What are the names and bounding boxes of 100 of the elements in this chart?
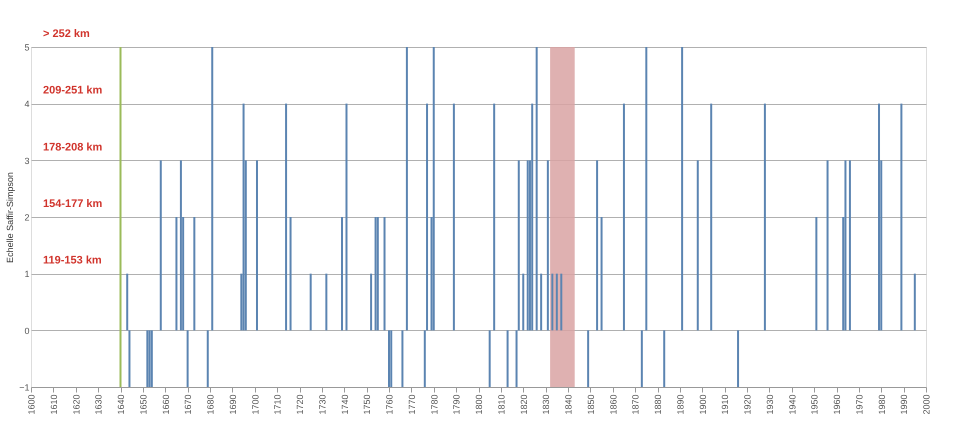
bar bbox=[764, 104, 766, 330]
x-tick-label: 1730 bbox=[317, 394, 328, 415]
bar bbox=[710, 104, 712, 330]
bar bbox=[518, 160, 520, 330]
x-tick-label: 1810 bbox=[496, 394, 506, 415]
bar bbox=[522, 274, 524, 330]
x-tick-label: 1630 bbox=[94, 394, 104, 415]
x-tick-label: 1660 bbox=[160, 394, 171, 415]
y-tick-label: 4 bbox=[24, 99, 30, 110]
bar bbox=[681, 47, 684, 330]
x-tick-label: 1930 bbox=[764, 394, 775, 415]
x-tick-label: 1880 bbox=[653, 394, 663, 415]
bar bbox=[540, 274, 542, 330]
bar bbox=[536, 47, 538, 330]
x-tick-label: 1870 bbox=[630, 394, 641, 415]
bar bbox=[826, 160, 829, 330]
bar bbox=[211, 47, 214, 330]
bar bbox=[376, 217, 379, 330]
x-tick-label: 1760 bbox=[384, 394, 394, 415]
x-tick-label: 1700 bbox=[250, 394, 260, 415]
bar bbox=[516, 330, 518, 387]
x-tick-label: 1770 bbox=[406, 394, 417, 415]
bar bbox=[180, 160, 182, 330]
bar bbox=[663, 330, 666, 387]
annotation: 119-153 km bbox=[43, 254, 102, 267]
bar bbox=[175, 217, 178, 330]
x-tick-label: 1640 bbox=[116, 394, 126, 415]
bar bbox=[645, 47, 648, 330]
bar bbox=[242, 104, 245, 330]
bar bbox=[285, 104, 288, 330]
x-tick-label: 1940 bbox=[787, 394, 798, 415]
x-tick-label: 1980 bbox=[876, 394, 887, 415]
bar bbox=[560, 274, 562, 330]
bar bbox=[640, 330, 643, 387]
x-tick-label: 1990 bbox=[899, 394, 910, 415]
bar bbox=[426, 104, 428, 330]
bar bbox=[186, 330, 189, 387]
bar bbox=[193, 217, 196, 330]
bar bbox=[146, 330, 148, 387]
bar bbox=[531, 104, 534, 330]
text: > 252 km bbox=[43, 28, 90, 40]
bar bbox=[432, 47, 435, 330]
annotation: 154-177 km bbox=[43, 198, 103, 210]
bar bbox=[622, 104, 625, 330]
bar bbox=[596, 160, 598, 330]
bar bbox=[384, 217, 386, 330]
bar bbox=[345, 104, 348, 330]
bar bbox=[546, 160, 549, 330]
bar bbox=[290, 217, 292, 330]
bar bbox=[160, 160, 162, 330]
x-tick-label: 1820 bbox=[518, 394, 529, 415]
bar bbox=[844, 160, 846, 330]
x-tick-label: 1680 bbox=[206, 394, 216, 415]
bar bbox=[506, 330, 509, 387]
bar bbox=[370, 274, 372, 330]
x-tick-label: 1710 bbox=[272, 394, 283, 415]
bar bbox=[424, 330, 426, 387]
y-tick-label: 1 bbox=[24, 269, 30, 280]
x-tick-label: 1920 bbox=[742, 394, 752, 415]
annotation: 209-251 km bbox=[43, 84, 103, 97]
y-tick-label: −1 bbox=[19, 382, 30, 392]
y-tick-label: 3 bbox=[24, 156, 30, 166]
bar bbox=[737, 330, 740, 387]
y-axis-title: Echelle Saffir-Simpson bbox=[5, 172, 16, 263]
bar bbox=[526, 160, 529, 330]
y-tick-label: 0 bbox=[24, 326, 30, 336]
x-tick-label: 1600 bbox=[26, 394, 36, 415]
x-tick-label: 1720 bbox=[295, 394, 305, 415]
y-tick-label: 5 bbox=[24, 42, 30, 52]
x-tick-label: 1970 bbox=[854, 394, 864, 415]
bar bbox=[600, 217, 603, 330]
bar bbox=[551, 274, 554, 330]
x-tick-label: 1780 bbox=[429, 394, 440, 415]
bar bbox=[493, 104, 496, 330]
bar bbox=[128, 330, 130, 387]
bar bbox=[341, 217, 344, 330]
bar bbox=[452, 104, 455, 330]
x-tick-label: 1850 bbox=[586, 394, 596, 415]
bar bbox=[556, 274, 558, 330]
y-tick-label: 2 bbox=[24, 212, 30, 222]
x-tick-label: 1840 bbox=[564, 394, 574, 415]
bar bbox=[256, 160, 258, 330]
bar bbox=[848, 160, 851, 330]
bar bbox=[374, 217, 377, 330]
x-tick-label: 1740 bbox=[340, 394, 350, 415]
bar bbox=[878, 104, 880, 330]
bar bbox=[815, 217, 818, 330]
x-tick-label: 1620 bbox=[71, 394, 82, 415]
x-tick-label: 1670 bbox=[183, 394, 194, 415]
x-tick-label: 1790 bbox=[452, 394, 462, 415]
x-tick-label: 1950 bbox=[810, 394, 820, 415]
x-tick-label: 1800 bbox=[474, 394, 484, 415]
bar bbox=[206, 330, 209, 387]
x-tick-label: 1860 bbox=[608, 394, 618, 415]
x-tick-label: 1900 bbox=[698, 394, 708, 415]
x-tick-label: 1690 bbox=[228, 394, 238, 415]
bar bbox=[390, 330, 392, 387]
x-tick-label: 1610 bbox=[48, 394, 59, 415]
x-tick-label: 1890 bbox=[675, 394, 686, 415]
bar bbox=[488, 330, 491, 387]
